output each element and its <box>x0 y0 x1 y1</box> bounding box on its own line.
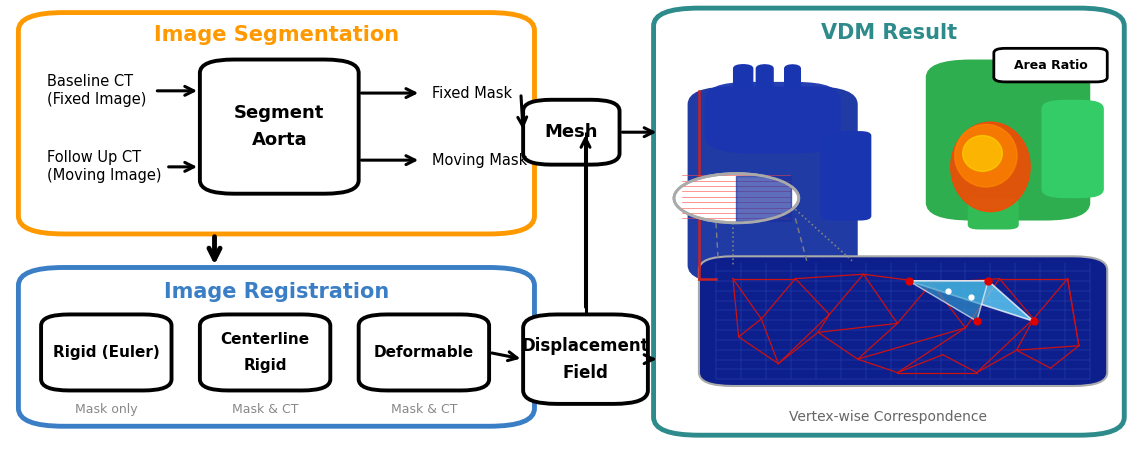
Text: Image Segmentation: Image Segmentation <box>153 25 399 45</box>
Text: Deformable: Deformable <box>374 345 474 360</box>
FancyBboxPatch shape <box>523 100 620 165</box>
Polygon shape <box>908 281 988 321</box>
Text: (Fixed Image): (Fixed Image) <box>47 92 147 107</box>
FancyBboxPatch shape <box>756 64 774 91</box>
Text: Aorta: Aorta <box>251 131 307 149</box>
FancyBboxPatch shape <box>968 198 1019 230</box>
Text: Field: Field <box>563 364 608 382</box>
Text: Fixed Mask: Fixed Mask <box>432 86 513 100</box>
FancyBboxPatch shape <box>358 315 489 391</box>
FancyBboxPatch shape <box>926 59 1090 220</box>
FancyBboxPatch shape <box>994 48 1107 82</box>
Text: Rigid: Rigid <box>243 358 287 374</box>
Text: Mask & CT: Mask & CT <box>232 403 298 416</box>
FancyBboxPatch shape <box>688 86 857 283</box>
Text: Image Registration: Image Registration <box>164 282 389 302</box>
FancyBboxPatch shape <box>733 64 754 91</box>
Circle shape <box>675 174 798 222</box>
Text: Rigid (Euler): Rigid (Euler) <box>53 345 159 360</box>
Text: (Moving Image): (Moving Image) <box>47 168 161 183</box>
Text: Mask & CT: Mask & CT <box>391 403 457 416</box>
Text: Mask only: Mask only <box>75 403 138 416</box>
FancyBboxPatch shape <box>699 256 1107 386</box>
Text: Follow Up CT: Follow Up CT <box>47 150 141 166</box>
FancyBboxPatch shape <box>200 315 331 391</box>
FancyBboxPatch shape <box>200 59 358 194</box>
FancyBboxPatch shape <box>820 131 871 220</box>
Text: Mesh: Mesh <box>545 123 598 141</box>
Bar <box>737 176 791 220</box>
Text: Segment: Segment <box>234 104 324 122</box>
Ellipse shape <box>963 135 1003 171</box>
FancyBboxPatch shape <box>654 8 1124 435</box>
Text: Centerline: Centerline <box>221 332 309 346</box>
Text: VDM Result: VDM Result <box>821 22 957 43</box>
FancyBboxPatch shape <box>18 267 534 426</box>
FancyBboxPatch shape <box>523 315 648 404</box>
Polygon shape <box>908 281 1034 321</box>
FancyBboxPatch shape <box>785 64 800 91</box>
Ellipse shape <box>951 122 1030 212</box>
Text: Moving Mask: Moving Mask <box>432 153 528 168</box>
Ellipse shape <box>955 124 1018 187</box>
FancyBboxPatch shape <box>1041 100 1104 198</box>
FancyBboxPatch shape <box>41 315 172 391</box>
FancyBboxPatch shape <box>18 13 534 234</box>
Text: Displacement: Displacement <box>522 337 649 355</box>
Text: Area Ratio: Area Ratio <box>1014 58 1087 72</box>
Text: Baseline CT: Baseline CT <box>47 74 133 90</box>
FancyBboxPatch shape <box>705 82 840 153</box>
Text: Vertex-wise Correspondence: Vertex-wise Correspondence <box>789 410 987 424</box>
